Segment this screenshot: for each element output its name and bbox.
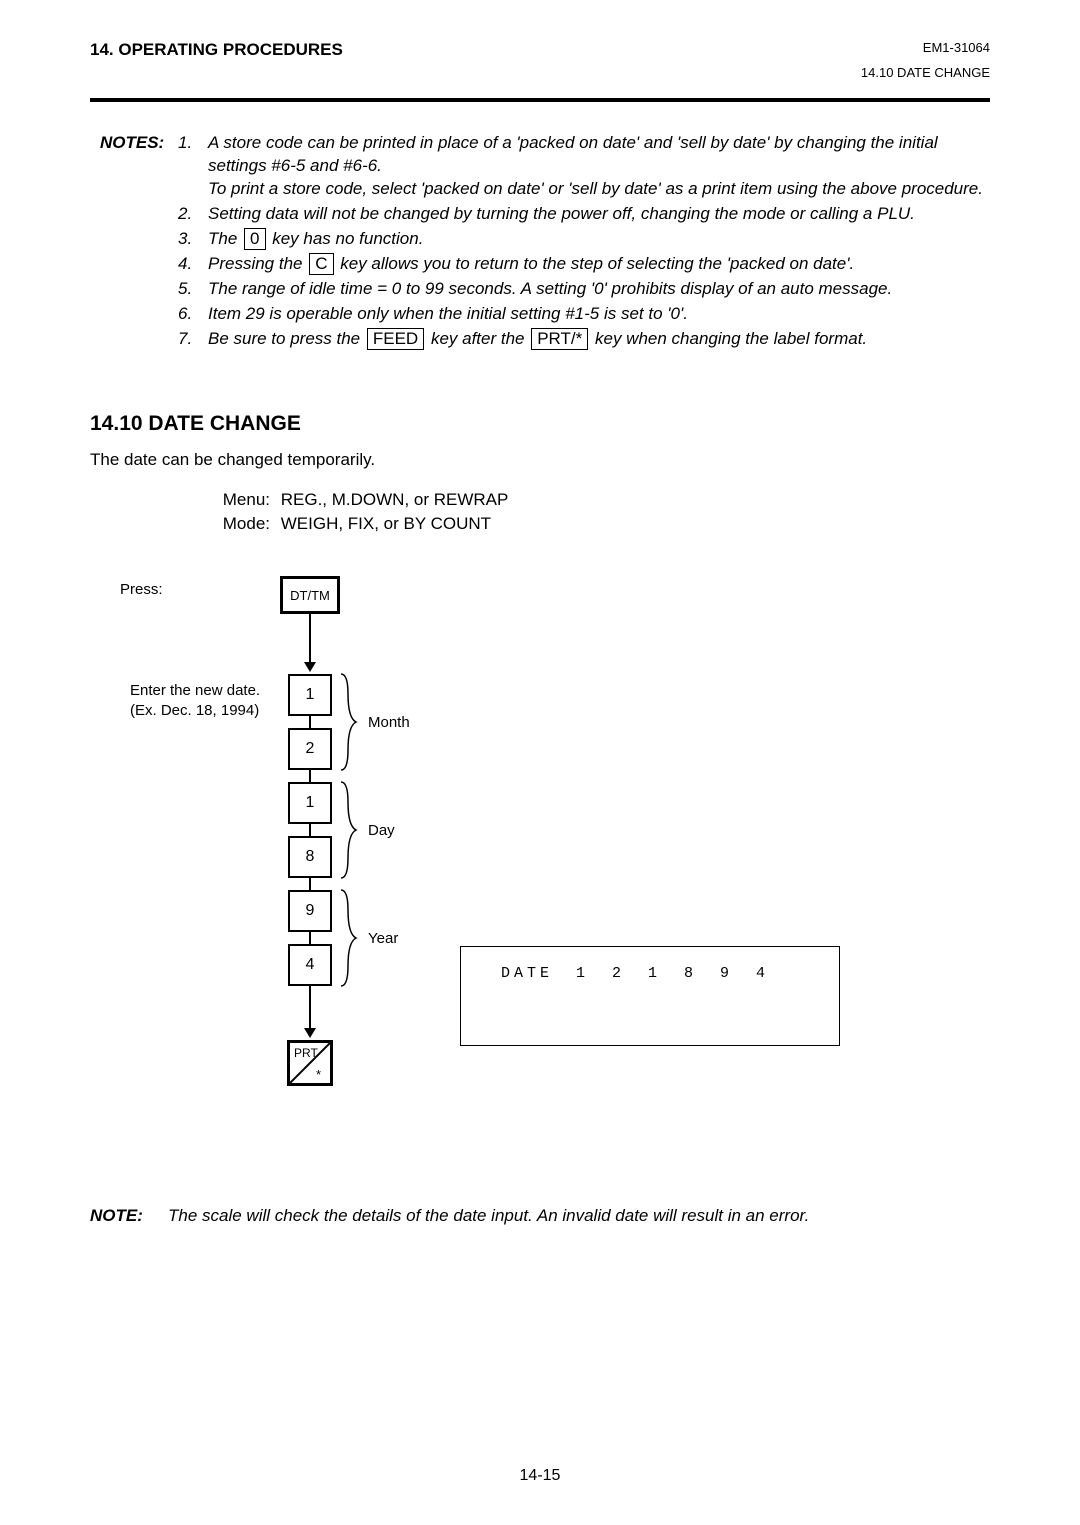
flow-diagram: Press: Enter the new date. (Ex. Dec. 18,… <box>90 576 990 1166</box>
display-panel: DATE 1 2 1 8 9 4 <box>460 946 840 1046</box>
header-section-title: 14. OPERATING PROCEDURES <box>90 40 343 60</box>
menu-line: Menu: REG., M.DOWN, or REWRAP <box>210 488 990 512</box>
digit-key-5: 9 <box>288 890 332 932</box>
connector <box>309 932 311 944</box>
footer-note-text: The scale will check the details of the … <box>168 1206 809 1226</box>
note-item: 1.A store code can be printed in place o… <box>178 132 990 201</box>
note-item: 7.Be sure to press the FEED key after th… <box>178 328 990 351</box>
notes-block: NOTES: 1.A store code can be printed in … <box>90 132 990 352</box>
note-number: 7. <box>178 328 208 351</box>
prt-key: PRT * <box>287 1040 333 1086</box>
brace-label-day: Day <box>368 822 395 839</box>
inline-key: 0 <box>244 228 265 250</box>
note-item: 2.Setting data will not be changed by tu… <box>178 203 990 226</box>
note-number: 5. <box>178 278 208 301</box>
notes-label: NOTES: <box>100 132 178 155</box>
note-item: 6.Item 29 is operable only when the init… <box>178 303 990 326</box>
note-number: 3. <box>178 228 208 251</box>
inline-key: FEED <box>367 328 424 350</box>
header-subsection: 14.10 DATE CHANGE <box>861 65 990 80</box>
prt-key-top: PRT <box>294 1046 318 1060</box>
note-number: 1. <box>178 132 208 201</box>
footer-note-label: NOTE: <box>90 1206 168 1226</box>
press-label: Press: <box>120 581 163 598</box>
digit-key-3: 1 <box>288 782 332 824</box>
notes-list: 1.A store code can be printed in place o… <box>178 132 990 352</box>
note-item: 4.Pressing the C key allows you to retur… <box>178 253 990 276</box>
note-number: 4. <box>178 253 208 276</box>
brace-icon <box>340 674 360 770</box>
section-intro: The date can be changed temporarily. <box>90 450 990 470</box>
inline-key: C <box>309 253 333 275</box>
brace-icon <box>340 782 360 878</box>
note-text: Pressing the C key allows you to return … <box>208 253 990 276</box>
note-number: 2. <box>178 203 208 226</box>
connector <box>309 716 311 728</box>
inline-key: PRT/* <box>531 328 588 350</box>
connector <box>309 824 311 836</box>
note-number: 6. <box>178 303 208 326</box>
dttm-key: DT/TM <box>280 576 340 614</box>
header-right: EM1-31064 14.10 DATE CHANGE <box>861 40 990 80</box>
header-rule <box>90 98 990 102</box>
arrow <box>309 614 311 662</box>
connector <box>309 770 311 782</box>
digit-key-4: 8 <box>288 836 332 878</box>
menu-label: Menu: <box>210 488 270 512</box>
enter-date-l2: (Ex. Dec. 18, 1994) <box>130 702 259 719</box>
menu-mode-block: Menu: REG., M.DOWN, or REWRAP Mode: WEIG… <box>210 488 990 536</box>
footer-note: NOTE: The scale will check the details o… <box>90 1206 990 1226</box>
enter-date-label: Enter the new date. (Ex. Dec. 18, 1994) <box>130 681 260 720</box>
note-text: The 0 key has no function. <box>208 228 990 251</box>
mode-value: WEIGH, FIX, or BY COUNT <box>281 514 491 533</box>
connector <box>309 878 311 890</box>
note-text: The range of idle time = 0 to 99 seconds… <box>208 278 990 301</box>
brace-label-year: Year <box>368 930 398 947</box>
section-heading: 14.10 DATE CHANGE <box>90 412 990 436</box>
page-number: 14-15 <box>0 1467 1080 1485</box>
mode-line: Mode: WEIGH, FIX, or BY COUNT <box>210 512 990 536</box>
digit-key-2: 2 <box>288 728 332 770</box>
prt-key-bot: * <box>316 1067 321 1082</box>
note-text: Be sure to press the FEED key after the … <box>208 328 990 351</box>
brace-icon <box>340 890 360 986</box>
page-header: 14. OPERATING PROCEDURES EM1-31064 14.10… <box>90 40 990 80</box>
note-text: Item 29 is operable only when the initia… <box>208 303 990 326</box>
brace-label-month: Month <box>368 714 410 731</box>
arrow-head-icon <box>304 1028 316 1038</box>
enter-date-l1: Enter the new date. <box>130 682 260 699</box>
digit-key-1: 1 <box>288 674 332 716</box>
note-item: 5.The range of idle time = 0 to 99 secon… <box>178 278 990 301</box>
menu-value: REG., M.DOWN, or REWRAP <box>281 490 509 509</box>
mode-label: Mode: <box>210 512 270 536</box>
doc-code: EM1-31064 <box>861 40 990 55</box>
note-item: 3.The 0 key has no function. <box>178 228 990 251</box>
arrow <box>309 986 311 1028</box>
digit-key-6: 4 <box>288 944 332 986</box>
note-text: A store code can be printed in place of … <box>208 132 990 201</box>
note-text: Setting data will not be changed by turn… <box>208 203 990 226</box>
display-text: DATE 1 2 1 8 9 4 <box>501 965 769 982</box>
arrow-head-icon <box>304 662 316 672</box>
